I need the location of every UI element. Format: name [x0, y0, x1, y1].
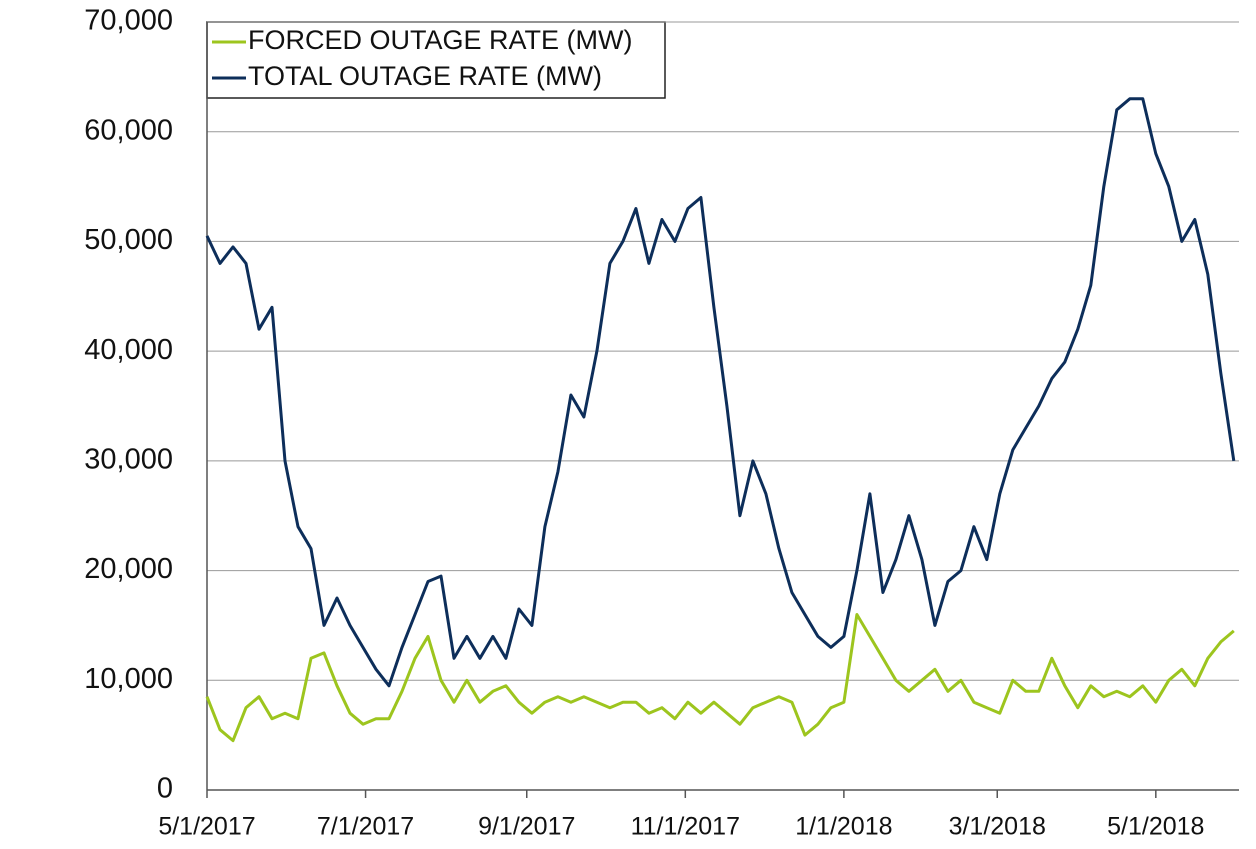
x-tick-label: 11/1/2017 [631, 813, 740, 841]
x-tick-label: 5/1/2018 [1107, 813, 1204, 841]
series-line [205, 613, 1235, 743]
x-tick-label: 5/1/2017 [158, 813, 255, 841]
x-tick-label: 1/1/2018 [795, 813, 892, 841]
series-line [205, 97, 1236, 688]
y-tick-label: 10,000 [84, 663, 173, 695]
x-tick-label: 7/1/2017 [317, 813, 414, 841]
y-tick-label: 60,000 [84, 114, 173, 146]
y-tick-label: 40,000 [84, 334, 173, 366]
x-tick-label: 9/1/2017 [478, 813, 575, 841]
y-tick-label: 30,000 [84, 444, 173, 476]
y-tick-label: 0 [157, 773, 173, 805]
legend-label: TOTAL OUTAGE RATE (MW) [248, 61, 602, 91]
y-tick-label: 70,000 [84, 5, 173, 37]
y-tick-label: 50,000 [84, 224, 173, 256]
x-tick-label: 3/1/2018 [949, 813, 1046, 841]
y-tick-label: 20,000 [84, 553, 173, 585]
legend-box [206, 21, 666, 99]
legend-label: FORCED OUTAGE RATE (MW) [248, 25, 632, 55]
